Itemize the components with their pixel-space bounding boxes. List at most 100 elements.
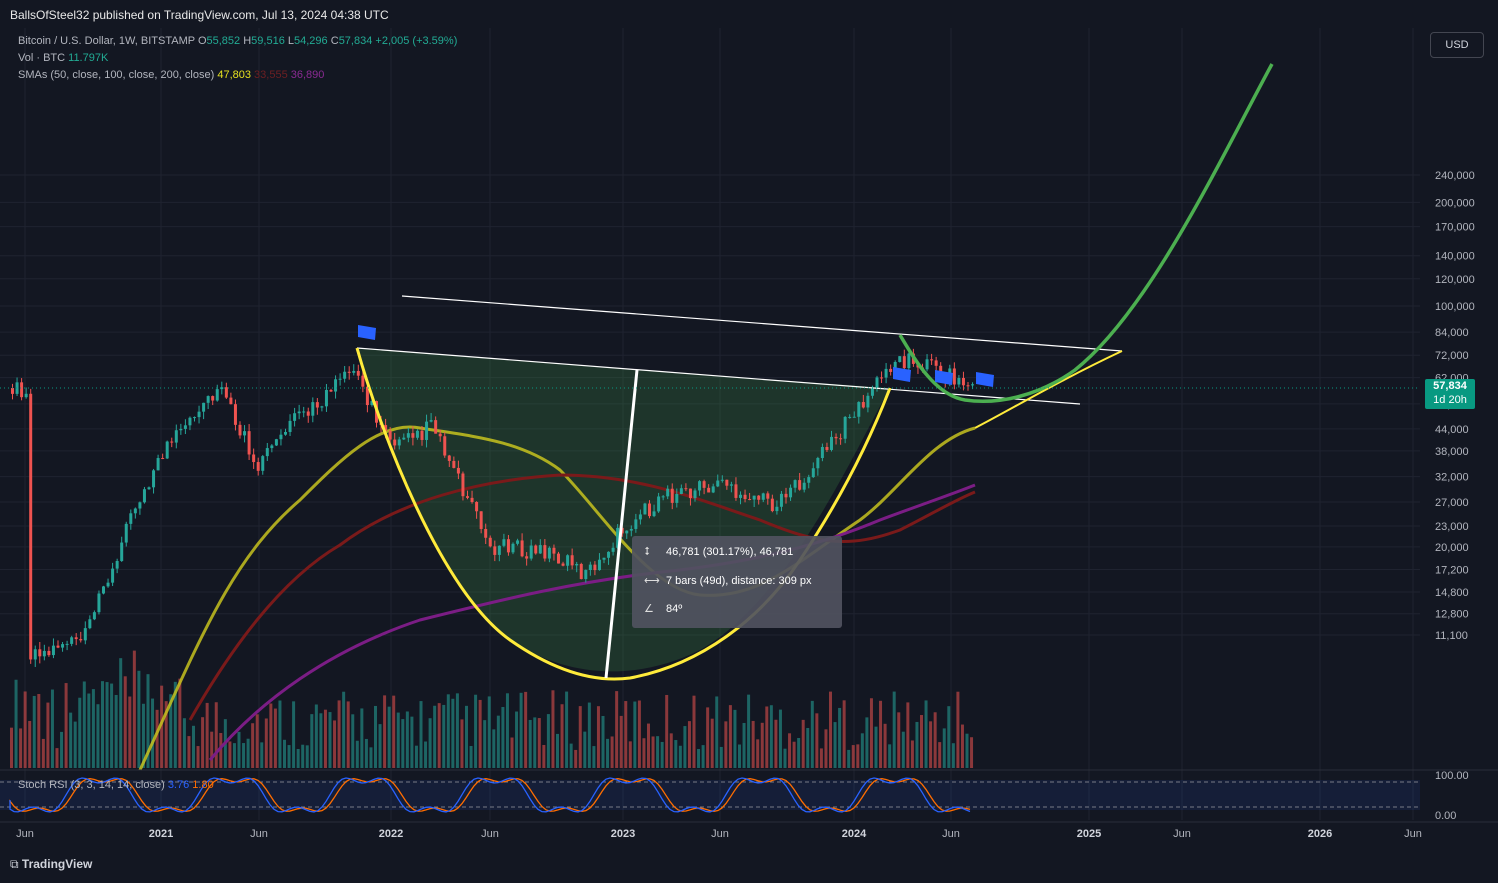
candle-body bbox=[161, 458, 165, 460]
candle-body bbox=[484, 528, 488, 538]
time-tick-label: Jun bbox=[1404, 828, 1422, 840]
candle-body bbox=[88, 619, 92, 629]
candle-body bbox=[293, 413, 297, 421]
volume-bar bbox=[628, 741, 632, 768]
candle-body bbox=[51, 645, 55, 656]
volume-bar bbox=[483, 720, 487, 768]
stoch-rsi-label: Stoch RSI (3, 3, 14, 14, close) bbox=[18, 779, 165, 791]
publish-info: BallsOfSteel32 published on TradingView.… bbox=[10, 8, 389, 22]
candle-body bbox=[302, 411, 306, 413]
candle-body bbox=[757, 495, 761, 500]
volume-bar bbox=[669, 733, 673, 768]
candle-body bbox=[20, 382, 24, 398]
candle-body bbox=[502, 539, 506, 546]
volume-bar bbox=[132, 650, 136, 768]
volume-bar bbox=[346, 701, 350, 768]
volume-bar bbox=[815, 713, 819, 768]
volume-bar bbox=[205, 702, 209, 768]
volume-bar bbox=[637, 700, 641, 768]
candle-body bbox=[861, 402, 865, 408]
measure-line[interactable] bbox=[604, 369, 639, 679]
candle-body bbox=[488, 537, 492, 547]
volume-bar bbox=[865, 717, 869, 768]
volume-bar bbox=[310, 714, 314, 768]
flag-icon[interactable] bbox=[893, 367, 911, 382]
candle-body bbox=[898, 356, 902, 362]
candle-body bbox=[65, 643, 69, 645]
flag-icon[interactable] bbox=[358, 325, 376, 340]
volume-bar bbox=[369, 747, 373, 768]
flag-icon[interactable] bbox=[935, 370, 953, 385]
volume-bar bbox=[401, 719, 405, 768]
candle-body bbox=[752, 495, 756, 500]
volume-bar bbox=[947, 706, 951, 768]
candle-body bbox=[238, 424, 242, 436]
candle-body bbox=[939, 365, 943, 376]
price-tick-label: 12,800 bbox=[1435, 609, 1469, 621]
volume-bar bbox=[469, 745, 473, 768]
cup-curve[interactable] bbox=[355, 347, 892, 681]
candle-body bbox=[29, 393, 33, 660]
candle-body bbox=[857, 402, 861, 417]
candle-body bbox=[734, 484, 738, 498]
volume-bar bbox=[228, 741, 232, 768]
time-tick-label: Jun bbox=[711, 828, 729, 840]
volume-bar bbox=[706, 707, 710, 768]
volume-bar bbox=[674, 740, 678, 768]
neckline-trendline[interactable] bbox=[356, 347, 1081, 405]
currency-button[interactable]: USD bbox=[1430, 32, 1484, 58]
volume-bar bbox=[210, 731, 214, 768]
volume-bar bbox=[929, 721, 933, 768]
volume-label: Vol · BTC bbox=[18, 52, 66, 64]
high-label: H bbox=[243, 35, 252, 47]
volume-bar bbox=[328, 712, 332, 768]
candle-body bbox=[133, 508, 137, 514]
close-value: 57,834 bbox=[338, 35, 373, 47]
candle-body bbox=[670, 488, 674, 503]
candle-body bbox=[475, 501, 479, 512]
candle-body bbox=[147, 487, 151, 490]
candle-body bbox=[142, 489, 146, 503]
flag-icon[interactable] bbox=[976, 372, 994, 387]
candle-body bbox=[47, 650, 51, 656]
volume-bar bbox=[201, 717, 205, 768]
volume-bar bbox=[624, 701, 628, 768]
candle-body bbox=[648, 503, 651, 517]
projection-curve[interactable] bbox=[898, 63, 1274, 403]
candle-body bbox=[61, 644, 65, 648]
candle-body bbox=[534, 545, 538, 554]
brand-name: TradingView bbox=[21, 857, 93, 871]
candle-body bbox=[324, 389, 328, 407]
volume-bar bbox=[606, 738, 610, 768]
volume-bar bbox=[351, 714, 355, 768]
candle-body bbox=[889, 368, 893, 372]
stoch-rsi-legend: Stoch RSI (3, 3, 14, 14, close) 3.76 1.8… bbox=[18, 779, 214, 791]
candle-body bbox=[739, 494, 742, 498]
volume-bar bbox=[260, 742, 264, 768]
candle-body bbox=[56, 645, 60, 648]
candle-body bbox=[784, 493, 788, 498]
price-tick-label: 84,000 bbox=[1435, 327, 1469, 339]
volume-bar bbox=[305, 745, 309, 768]
candle-body bbox=[593, 564, 597, 571]
candle-body bbox=[834, 436, 838, 439]
candle-body bbox=[247, 431, 251, 455]
volume-bar bbox=[319, 713, 323, 768]
volume-bar bbox=[383, 695, 387, 768]
price-tick-label: 38,000 bbox=[1435, 446, 1469, 458]
volume-bar bbox=[574, 749, 578, 768]
volume-bar bbox=[196, 746, 200, 768]
candle-body bbox=[952, 368, 956, 385]
candle-body bbox=[183, 425, 187, 429]
volume-bar bbox=[342, 691, 346, 768]
candle-body bbox=[693, 490, 697, 499]
support-trendline[interactable] bbox=[974, 350, 1123, 429]
candle-body bbox=[971, 384, 975, 386]
volume-bar bbox=[738, 744, 741, 768]
upper-trendline[interactable] bbox=[401, 295, 1123, 352]
price-tick-label: 32,000 bbox=[1435, 472, 1469, 484]
volume-bar bbox=[364, 738, 368, 768]
candle-body bbox=[15, 382, 19, 394]
volume-bar bbox=[578, 706, 582, 768]
